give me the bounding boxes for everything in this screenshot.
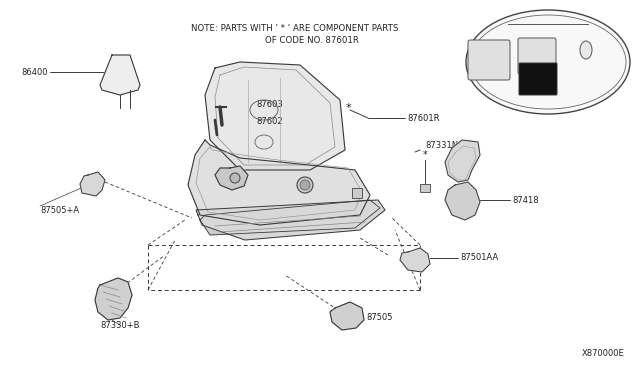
Ellipse shape xyxy=(230,173,240,183)
Ellipse shape xyxy=(297,177,313,193)
Polygon shape xyxy=(445,140,480,182)
Polygon shape xyxy=(200,200,380,235)
Text: 87505: 87505 xyxy=(366,314,392,323)
Polygon shape xyxy=(205,62,345,170)
Bar xyxy=(420,184,430,192)
Ellipse shape xyxy=(300,180,310,190)
Text: X870000E: X870000E xyxy=(582,349,625,358)
Polygon shape xyxy=(188,140,370,225)
Ellipse shape xyxy=(466,10,630,114)
Text: 87601R: 87601R xyxy=(407,113,440,122)
Text: 87501AA: 87501AA xyxy=(460,253,499,263)
Text: OF CODE NO. 87601R: OF CODE NO. 87601R xyxy=(232,35,358,45)
Text: 87603: 87603 xyxy=(256,99,283,109)
Bar xyxy=(352,188,362,198)
Polygon shape xyxy=(95,278,132,320)
Text: 87602: 87602 xyxy=(256,116,283,125)
Polygon shape xyxy=(100,55,140,95)
Text: 87418: 87418 xyxy=(512,196,539,205)
FancyBboxPatch shape xyxy=(519,63,557,95)
Polygon shape xyxy=(80,172,105,196)
Polygon shape xyxy=(196,200,385,240)
Text: *: * xyxy=(345,103,351,113)
FancyBboxPatch shape xyxy=(468,40,510,80)
Text: 87505+A: 87505+A xyxy=(40,205,79,215)
Text: NOTE: PARTS WITH ' * ' ARE COMPONENT PARTS: NOTE: PARTS WITH ' * ' ARE COMPONENT PAR… xyxy=(191,23,399,32)
Text: 87331N: 87331N xyxy=(425,141,458,150)
Polygon shape xyxy=(215,166,248,190)
Ellipse shape xyxy=(580,41,592,59)
Text: 87330+B: 87330+B xyxy=(100,321,140,330)
FancyBboxPatch shape xyxy=(518,38,556,74)
Polygon shape xyxy=(330,302,364,330)
Polygon shape xyxy=(445,182,480,220)
Text: 86400: 86400 xyxy=(22,67,48,77)
Text: *: * xyxy=(422,150,428,160)
Polygon shape xyxy=(400,248,430,272)
